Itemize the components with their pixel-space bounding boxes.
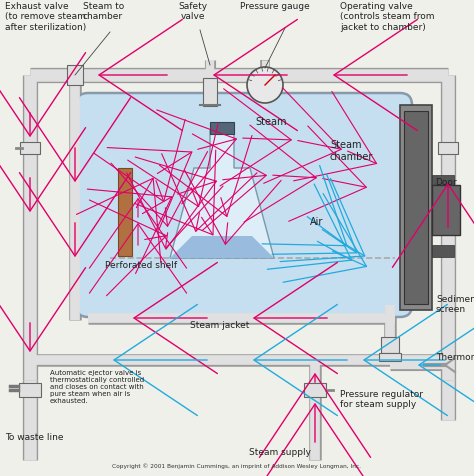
Text: Steam
chamber: Steam chamber	[330, 140, 374, 162]
Bar	[379, 353, 401, 361]
Bar	[438, 142, 458, 154]
Text: Steam jacket: Steam jacket	[191, 321, 250, 330]
Bar	[432, 185, 460, 235]
Text: Air: Air	[310, 217, 323, 227]
Bar	[432, 210, 454, 222]
Bar	[432, 175, 454, 187]
Text: Pressure regulator
for steam supply: Pressure regulator for steam supply	[340, 390, 423, 409]
Bar	[19, 383, 41, 397]
Bar	[304, 383, 326, 397]
Text: Operating valve
(controls steam from
jacket to chamber): Operating valve (controls steam from jac…	[340, 2, 435, 32]
Bar	[210, 122, 234, 134]
Bar	[203, 78, 217, 106]
Circle shape	[247, 67, 283, 103]
Text: To waste line: To waste line	[5, 433, 64, 442]
Text: Copyright © 2001 Benjamin Cummings, an imprint of Addison Wesley Longman, Inc.: Copyright © 2001 Benjamin Cummings, an i…	[112, 463, 362, 469]
Polygon shape	[170, 130, 274, 258]
Text: Pressure gauge: Pressure gauge	[240, 2, 310, 11]
Bar	[432, 245, 454, 257]
Polygon shape	[170, 236, 274, 258]
Text: Door: Door	[435, 178, 456, 187]
Bar	[404, 111, 428, 304]
Text: Sediment
screen: Sediment screen	[436, 295, 474, 315]
Bar	[67, 65, 83, 85]
Text: Steam: Steam	[255, 117, 286, 127]
Text: Perforated shelf: Perforated shelf	[105, 261, 177, 270]
Text: Exhaust valve
(to remove steam
after sterilization): Exhaust valve (to remove steam after ste…	[5, 2, 86, 32]
Bar	[118, 168, 132, 256]
Text: Steam supply: Steam supply	[249, 448, 311, 457]
Text: Safety
valve: Safety valve	[178, 2, 208, 21]
Text: Steam to
chamber: Steam to chamber	[83, 2, 124, 21]
Text: Thermometer: Thermometer	[436, 353, 474, 362]
Bar	[20, 142, 40, 154]
Bar	[381, 337, 399, 353]
Text: Automatic ejector valve is
thermostatically controlled
and closes on contact wit: Automatic ejector valve is thermostatica…	[50, 370, 144, 404]
Bar	[400, 105, 432, 310]
FancyBboxPatch shape	[76, 93, 412, 317]
